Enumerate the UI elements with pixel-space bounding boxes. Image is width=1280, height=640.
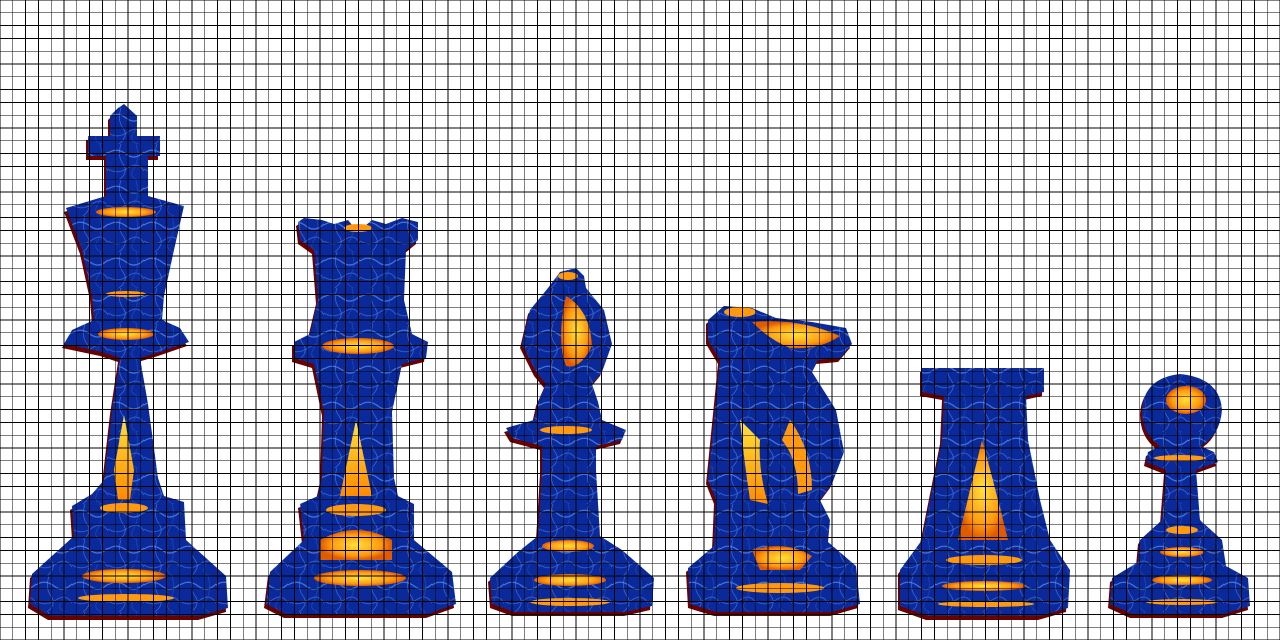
queen-piece-icon bbox=[264, 218, 456, 618]
rook-piece-icon bbox=[898, 368, 1070, 620]
knight-piece-icon bbox=[686, 306, 860, 616]
